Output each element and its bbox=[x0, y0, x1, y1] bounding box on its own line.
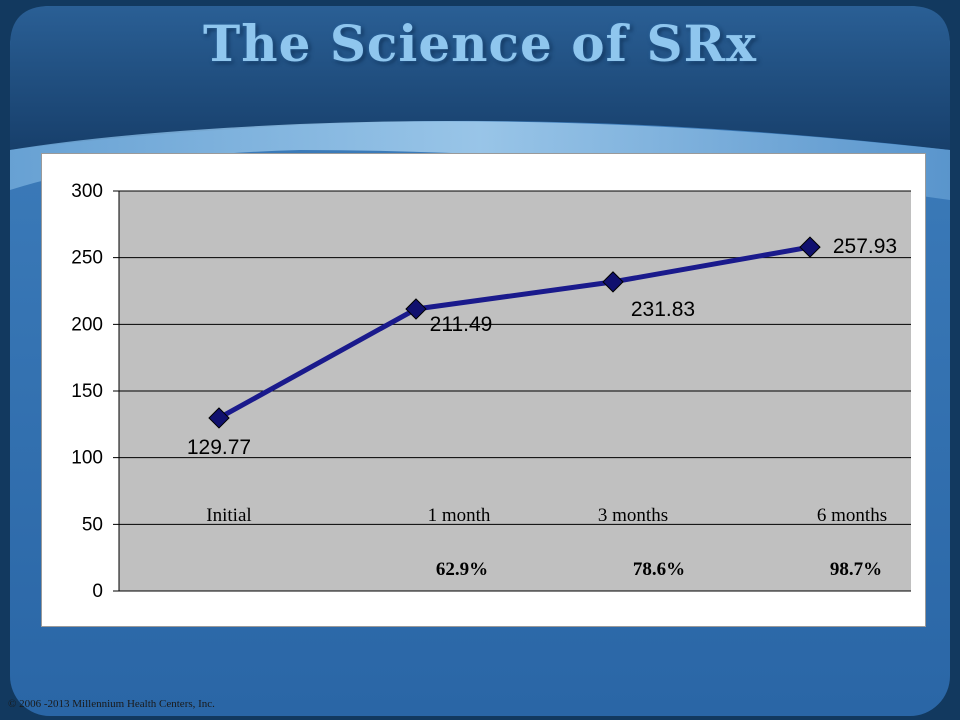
y-tick-label: 150 bbox=[71, 381, 103, 402]
data-label: 211.49 bbox=[430, 313, 493, 336]
category-label: Initial bbox=[206, 505, 251, 526]
data-label: 257.93 bbox=[833, 235, 897, 258]
y-tick-label: 300 bbox=[71, 181, 103, 202]
percent-label: 62.9% bbox=[436, 559, 488, 580]
data-label: 129.77 bbox=[187, 436, 251, 459]
category-label: 3 months bbox=[598, 505, 668, 526]
data-point-marker bbox=[405, 298, 427, 320]
category-label: 6 months bbox=[817, 505, 887, 526]
y-tick-label: 200 bbox=[71, 314, 103, 335]
y-tick-label: 50 bbox=[82, 514, 103, 535]
category-label: 1 month bbox=[428, 505, 491, 526]
y-tick-label: 0 bbox=[92, 581, 103, 602]
data-point-marker bbox=[799, 236, 821, 258]
data-label: 231.83 bbox=[631, 298, 695, 321]
series-line bbox=[217, 244, 811, 421]
y-tick-label: 100 bbox=[71, 448, 103, 469]
copyright-footer: © 2006 -2013 Millennium Health Centers, … bbox=[8, 698, 215, 710]
data-point-marker bbox=[602, 271, 624, 293]
line-chart: 0 50 100 150 200 250 300 Initial 1 month 3 months… bbox=[71, 181, 911, 602]
slide-title: The Science of SRx bbox=[203, 14, 757, 73]
percent-label: 78.6% bbox=[633, 559, 685, 580]
percent-label: 98.7% bbox=[830, 559, 882, 580]
y-tick-label: 250 bbox=[71, 248, 103, 269]
data-point-marker bbox=[208, 407, 230, 429]
chart-frame: 0 50 100 150 200 250 300 Initial 1 month 3 months… bbox=[41, 153, 926, 627]
